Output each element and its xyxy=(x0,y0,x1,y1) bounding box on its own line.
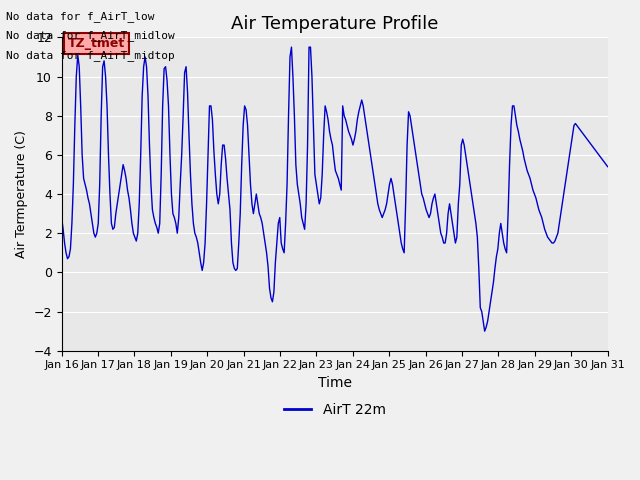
Text: No data for f_AirT_midtop: No data for f_AirT_midtop xyxy=(6,49,175,60)
Text: TZ_tmet: TZ_tmet xyxy=(68,37,125,50)
Y-axis label: Air Termperature (C): Air Termperature (C) xyxy=(15,130,28,258)
Text: No data for f_AirT_low: No data for f_AirT_low xyxy=(6,11,155,22)
X-axis label: Time: Time xyxy=(317,376,351,390)
Text: No data for f_AirT_midlow: No data for f_AirT_midlow xyxy=(6,30,175,41)
Title: Air Temperature Profile: Air Temperature Profile xyxy=(231,15,438,33)
Legend: AirT 22m: AirT 22m xyxy=(278,397,391,422)
